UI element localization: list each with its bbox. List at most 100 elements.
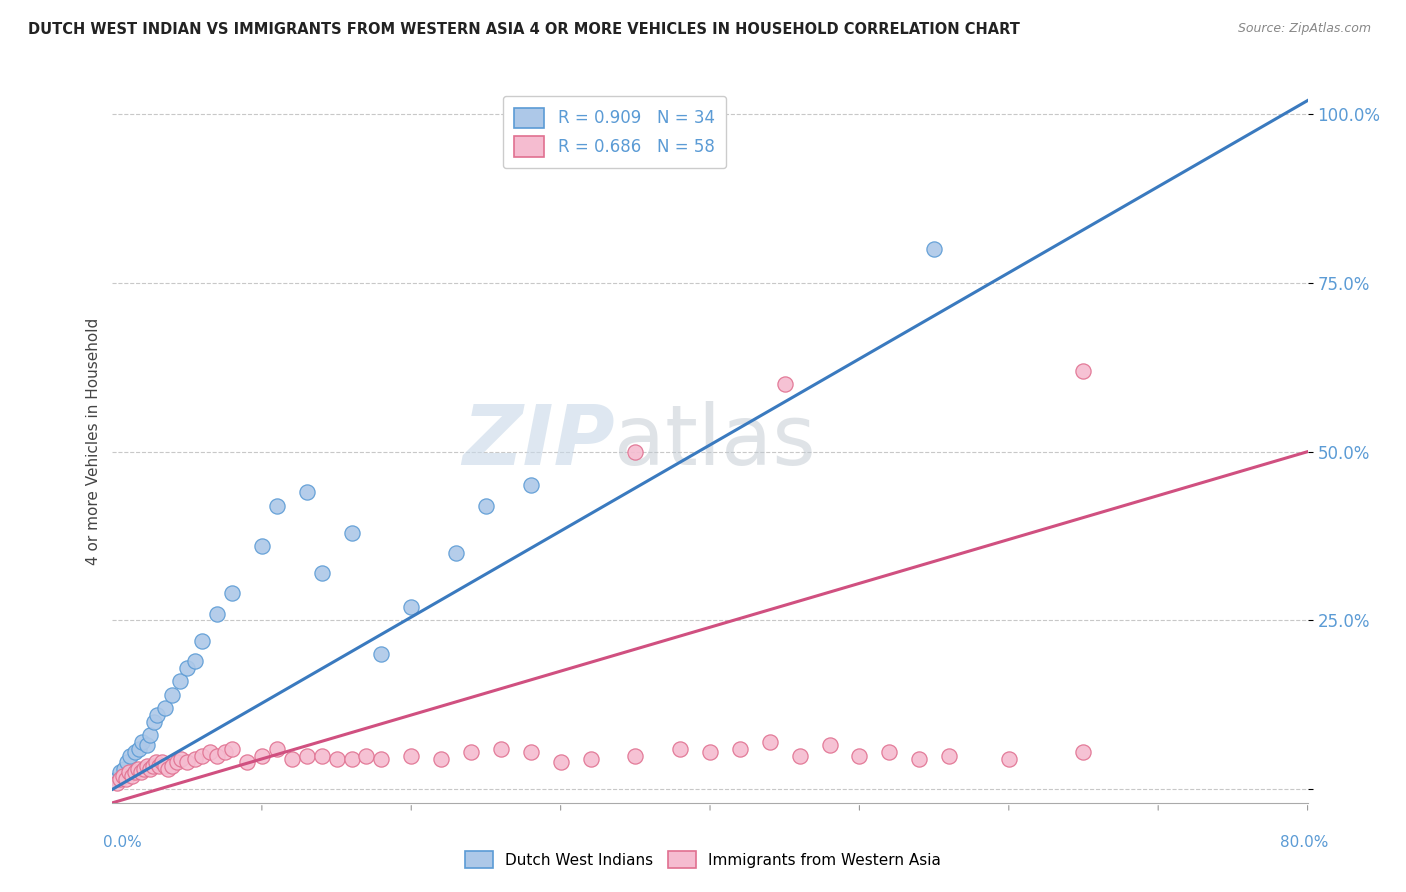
Point: [281, 752, 304, 766]
Point: [183, 654, 205, 668]
Point: [145, 756, 167, 770]
Point: [124, 765, 146, 780]
Point: [818, 739, 841, 753]
Point: [142, 758, 165, 772]
Point: [550, 756, 572, 770]
Point: [214, 745, 236, 759]
Point: [922, 242, 945, 256]
Point: [520, 478, 543, 492]
Point: [114, 762, 135, 776]
Point: [669, 741, 692, 756]
Text: Source: ZipAtlas.com: Source: ZipAtlas.com: [1237, 22, 1371, 36]
Point: [191, 748, 214, 763]
Point: [156, 762, 179, 776]
Point: [325, 752, 347, 766]
Point: [789, 748, 811, 763]
Point: [250, 748, 273, 763]
Point: [295, 748, 318, 763]
Point: [266, 741, 288, 756]
Text: ZIP: ZIP: [461, 401, 614, 482]
Point: [205, 607, 228, 621]
Point: [170, 752, 193, 766]
Point: [143, 714, 166, 729]
Legend: Dutch West Indians, Immigrants from Western Asia: Dutch West Indians, Immigrants from West…: [457, 844, 949, 875]
Point: [998, 752, 1021, 766]
Point: [176, 661, 198, 675]
Point: [430, 752, 453, 766]
Point: [1073, 745, 1095, 759]
Point: [401, 599, 423, 614]
Point: [370, 647, 392, 661]
Point: [105, 772, 128, 787]
Point: [124, 745, 146, 759]
Point: [340, 525, 363, 540]
Point: [444, 546, 467, 560]
Point: [153, 758, 176, 772]
Point: [117, 756, 139, 770]
Point: [129, 765, 152, 780]
Point: [198, 745, 221, 759]
Point: [311, 748, 333, 763]
Point: [848, 748, 870, 763]
Point: [699, 745, 721, 759]
Point: [311, 566, 333, 581]
Point: [624, 444, 647, 458]
Point: [266, 499, 288, 513]
Text: DUTCH WEST INDIAN VS IMMIGRANTS FROM WESTERN ASIA 4 OR MORE VEHICLES IN HOUSEHOL: DUTCH WEST INDIAN VS IMMIGRANTS FROM WES…: [28, 22, 1019, 37]
Point: [624, 748, 647, 763]
Point: [183, 752, 205, 766]
Y-axis label: 4 or more Vehicles in Household: 4 or more Vehicles in Household: [86, 318, 101, 566]
Point: [250, 539, 273, 553]
Point: [579, 752, 602, 766]
Point: [115, 772, 138, 787]
Text: atlas: atlas: [614, 401, 815, 482]
Point: [356, 748, 378, 763]
Point: [879, 745, 901, 759]
Point: [111, 769, 134, 783]
Point: [120, 748, 142, 763]
Point: [169, 674, 191, 689]
Point: [131, 735, 153, 749]
Point: [295, 485, 318, 500]
Point: [118, 765, 141, 780]
Point: [162, 758, 183, 772]
Point: [153, 701, 176, 715]
Point: [489, 741, 512, 756]
Point: [728, 741, 751, 756]
Point: [759, 735, 782, 749]
Point: [475, 499, 498, 513]
Point: [908, 752, 931, 766]
Point: [128, 741, 150, 756]
Point: [236, 756, 259, 770]
Point: [139, 728, 162, 742]
Point: [135, 758, 157, 772]
Point: [148, 758, 170, 772]
Point: [166, 756, 188, 770]
Point: [127, 762, 149, 776]
Point: [146, 708, 169, 723]
Point: [221, 741, 243, 756]
Point: [460, 745, 482, 759]
Point: [162, 688, 183, 702]
Point: [340, 752, 363, 766]
Point: [401, 748, 423, 763]
Point: [135, 739, 157, 753]
Point: [205, 748, 228, 763]
Point: [105, 775, 128, 789]
Point: [139, 762, 162, 776]
Point: [150, 756, 173, 770]
Point: [176, 756, 198, 770]
Point: [121, 769, 143, 783]
Point: [132, 762, 155, 776]
Legend: R = 0.909   N = 34, R = 0.686   N = 58: R = 0.909 N = 34, R = 0.686 N = 58: [502, 95, 727, 169]
Point: [108, 765, 131, 780]
Text: 0.0%: 0.0%: [103, 836, 142, 850]
Point: [108, 772, 131, 787]
Point: [773, 377, 796, 392]
Text: 80.0%: 80.0%: [1281, 836, 1329, 850]
Point: [221, 586, 243, 600]
Point: [191, 633, 214, 648]
Point: [1073, 364, 1095, 378]
Point: [938, 748, 960, 763]
Point: [520, 745, 543, 759]
